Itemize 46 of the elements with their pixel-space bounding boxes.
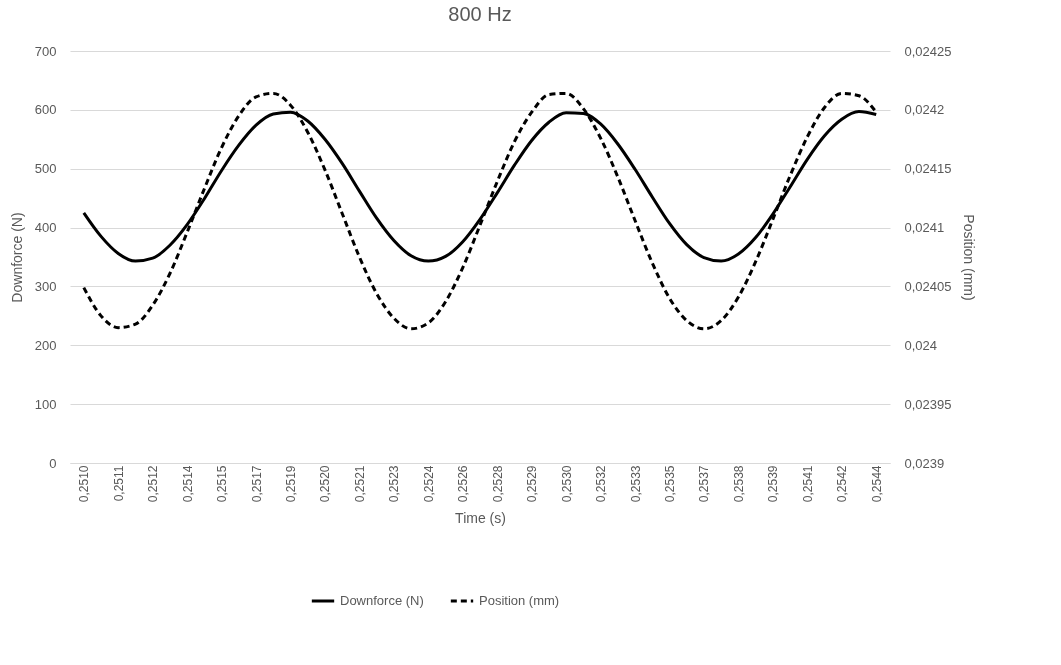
x-tick-label: 0,2542 (835, 465, 850, 503)
x-tick-label: 0,2539 (766, 465, 781, 503)
x-tick-label: 0,2510 (77, 465, 92, 503)
y-tick-label: 200 (34, 337, 57, 353)
y2-tick-label: 0,02405 (904, 278, 952, 294)
x-tick-label: 0,2517 (249, 465, 264, 503)
x-tick-label: 0,2544 (869, 465, 884, 503)
x-tick-label: 0,2520 (318, 465, 333, 503)
x-tick-label: 0,2512 (146, 465, 161, 503)
x-tick-label: 0,2521 (352, 465, 367, 503)
x-tick-label: 0,2535 (663, 465, 677, 503)
y-tick-label: 0 (49, 455, 57, 471)
x-tick-label: 0,2526 (456, 465, 471, 503)
x-tick-label: 0,2523 (387, 465, 402, 503)
y-tick-label: 100 (34, 396, 57, 412)
x-tick-label: 0,2528 (490, 465, 505, 503)
y2-axis-title: Position (mm) (961, 214, 978, 301)
y2-tick-label: 0,024 (904, 337, 938, 353)
x-axis-title: Time (s) (455, 510, 506, 527)
y2-tick-label: 0,0241 (904, 220, 945, 236)
y2-tick-label: 0,02395 (904, 396, 952, 412)
x-tick-label: 0,2514 (180, 465, 195, 503)
x-tick-label: 0,2537 (697, 465, 712, 503)
y-tick-label: 400 (34, 220, 57, 236)
y2-tick-label: 0,02415 (904, 161, 952, 177)
y-tick-label: 700 (34, 43, 57, 59)
legend-label: Position (mm) (479, 593, 560, 608)
x-tick-label: 0,2530 (559, 465, 574, 503)
y2-tick-label: 0,02425 (904, 43, 952, 59)
x-tick-label: 0,2519 (284, 465, 298, 503)
x-tick-label: 0,2541 (800, 465, 815, 503)
chart-title: 800 Hz (448, 3, 512, 25)
x-tick-label: 0,2533 (628, 465, 643, 503)
x-tick-label: 0,2511 (111, 465, 126, 502)
x-tick-label: 0,2515 (215, 465, 230, 503)
legend-label: Downforce (N) (340, 593, 424, 608)
x-tick-label: 0,2532 (594, 465, 609, 503)
x-tick-label: 0,2524 (421, 465, 436, 503)
y-axis-title: Downforce (N) (8, 212, 25, 303)
y2-tick-label: 0,0239 (904, 455, 945, 471)
x-tick-label: 0,2538 (731, 465, 746, 503)
x-tick-label: 0,2529 (525, 465, 540, 503)
y2-tick-label: 0,0242 (904, 102, 945, 118)
y-tick-label: 600 (34, 102, 57, 118)
y-tick-label: 500 (34, 161, 57, 177)
y-tick-label: 300 (34, 278, 57, 294)
